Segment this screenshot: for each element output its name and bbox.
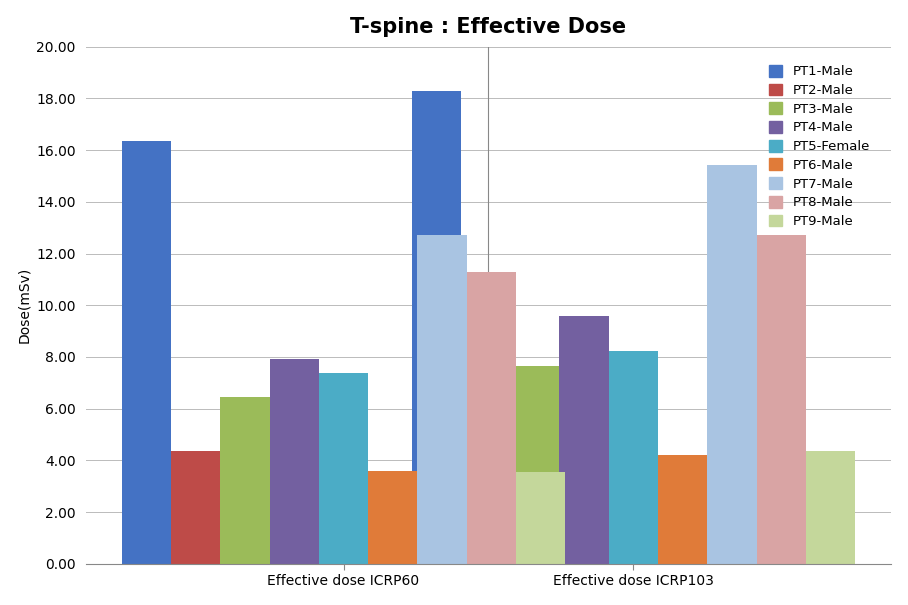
Y-axis label: Dose(mSv): Dose(mSv) [16, 267, 31, 344]
Bar [122, 141, 171, 564]
Bar [559, 316, 608, 564]
Bar [171, 451, 221, 564]
Bar [707, 165, 756, 564]
Bar [516, 472, 566, 564]
Bar [658, 455, 707, 564]
Bar [368, 471, 418, 564]
Bar [467, 272, 516, 564]
Bar [608, 352, 658, 564]
Bar [805, 451, 855, 564]
Bar [510, 365, 559, 564]
Bar [319, 373, 368, 564]
Title: T-spine : Effective Dose: T-spine : Effective Dose [350, 17, 627, 37]
Bar [756, 235, 805, 564]
Bar [461, 433, 510, 564]
Bar [270, 359, 319, 564]
Bar [221, 396, 270, 564]
Legend: PT1-Male, PT2-Male, PT3-Male, PT4-Male, PT5-Female, PT6-Male, PT7-Male, PT8-Male: PT1-Male, PT2-Male, PT3-Male, PT4-Male, … [763, 58, 877, 235]
Bar [411, 91, 461, 564]
Bar [418, 235, 467, 564]
